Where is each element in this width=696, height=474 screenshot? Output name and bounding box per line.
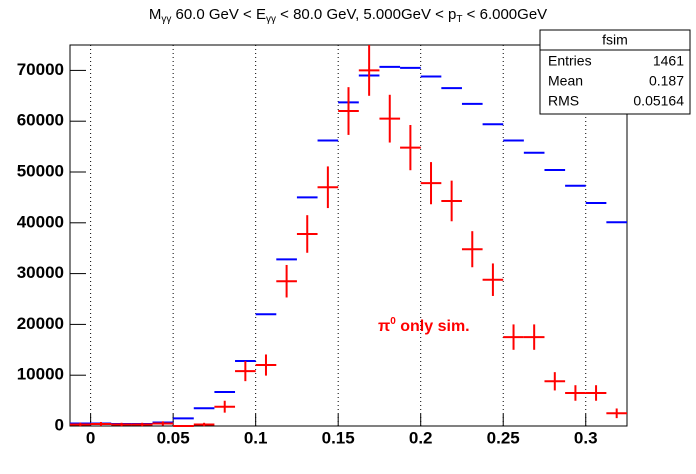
stats-name: fsim	[602, 32, 628, 48]
error-cross	[585, 385, 607, 401]
error-cross	[338, 87, 359, 135]
title-part: M	[149, 6, 162, 23]
error-cross	[441, 180, 462, 222]
stats-label: Mean	[548, 73, 583, 89]
chart-title: Mγγ 60.0 GeV < Eγγ < 80.0 GeV, 5.000GeV …	[149, 6, 547, 25]
x-tick-label: 0.2	[409, 428, 433, 447]
y-tick-label: 60000	[17, 111, 64, 130]
error-cross	[358, 45, 380, 96]
error-cross	[276, 264, 297, 298]
annotation-part: π	[378, 318, 390, 335]
y-tick-label: 70000	[17, 60, 64, 79]
annotation: π0 only sim.	[378, 316, 470, 336]
error-cross	[400, 125, 421, 171]
stats-box	[539, 29, 691, 115]
error-cross	[317, 166, 339, 209]
error-cross	[193, 422, 215, 427]
error-cross	[420, 162, 442, 205]
error-cross	[235, 361, 256, 382]
title-sub: γγ	[266, 14, 276, 25]
stats-value: 0.187	[649, 73, 684, 89]
x-tick-label: 0.05	[157, 428, 190, 447]
error-cross	[565, 385, 586, 401]
error-cross	[152, 421, 174, 426]
x-tick-label: 0	[86, 428, 95, 447]
error-cross	[296, 215, 318, 253]
x-tick-label: 0.25	[487, 428, 520, 447]
error-cross	[131, 422, 153, 427]
error-cross	[214, 400, 236, 413]
title-sub: γγ	[161, 14, 171, 25]
title-part: < 80.0 GeV, 5.000GeV < p	[276, 6, 456, 23]
error-cross	[379, 94, 401, 143]
error-cross	[482, 263, 504, 296]
error-cross	[606, 408, 627, 419]
x-tick-label: 0.3	[574, 428, 598, 447]
plot-frame	[69, 44, 628, 427]
title-part: < 6.000GeV	[463, 6, 548, 23]
stats-label: Entries	[548, 53, 592, 69]
y-tick-label: 0	[55, 415, 64, 434]
x-tick-label: 0.1	[244, 428, 268, 447]
error-cross	[523, 324, 545, 350]
error-cross	[255, 354, 277, 376]
error-cross	[70, 422, 91, 427]
stats-label: RMS	[548, 93, 579, 109]
error-cross	[111, 422, 132, 427]
y-tick-label: 10000	[17, 365, 64, 384]
stats-value: 1461	[653, 53, 684, 69]
y-tick-label: 50000	[17, 161, 64, 180]
title-sub: T	[456, 14, 462, 25]
error-cross	[544, 372, 566, 391]
stats-value: 0.05164	[633, 93, 684, 109]
annotation-part: only sim.	[396, 318, 470, 335]
x-tick-label: 0.15	[322, 428, 355, 447]
y-tick-label: 20000	[17, 314, 64, 333]
error-cross	[503, 324, 524, 350]
y-tick-label: 40000	[17, 212, 64, 231]
annotation-sup: 0	[390, 316, 396, 327]
error-cross	[90, 422, 112, 426]
error-cross	[461, 231, 483, 268]
title-part: 60.0 GeV < E	[171, 6, 266, 23]
y-tick-label: 30000	[17, 263, 64, 282]
